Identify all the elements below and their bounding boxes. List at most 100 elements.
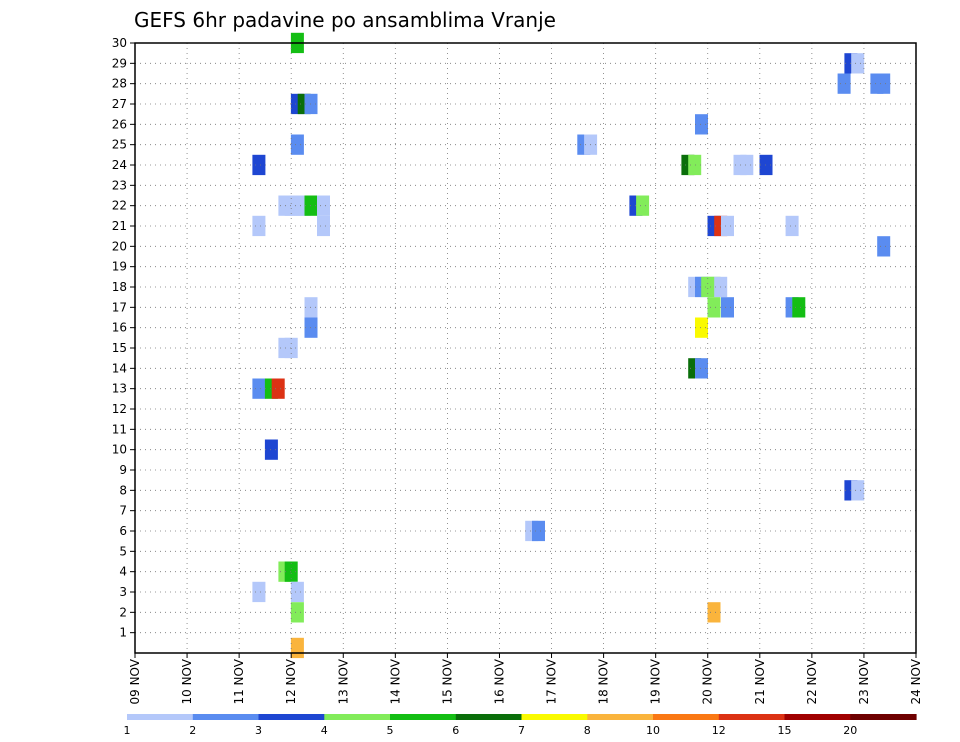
colorbar-label: 20 [843,724,857,737]
colorbar: 1 2 3 4 5 6 7 8 10 12 15 20 [124,714,917,737]
heatmap-cell [290,602,304,623]
colorbar-swatch [587,714,654,720]
heatmap-cell [284,561,298,582]
colorbar-swatch [390,714,457,720]
x-tick-label: 19 NOV [649,658,663,704]
y-tick-label: 24 [112,158,127,172]
y-tick-label: 1 [119,626,127,640]
y-tick-label: 15 [112,341,127,355]
y-tick-label: 16 [112,321,127,335]
colorbar-swatch [455,714,523,720]
colorbar-label: 3 [255,724,262,737]
colorbar-swatch [718,714,786,720]
heatmap-cell [290,637,304,659]
heatmap-cell [837,73,851,94]
heatmap-cell [636,195,650,216]
heatmap-cell [532,520,545,542]
y-tick-label: 17 [112,300,127,314]
colorbar-label: 1 [124,724,131,737]
heatmap-cell [695,358,708,379]
y-tick-label: 29 [112,56,127,70]
colorbar-swatch [653,714,720,720]
heatmap-cell [877,236,891,257]
x-tick-label: 24 NOV [909,658,923,704]
x-tick-label: 12 NOV [284,658,298,704]
y-tick-label: 20 [112,239,127,253]
x-tick-label: 21 NOV [753,658,767,704]
x-tick-label: 17 NOV [545,658,559,704]
heatmap-cell [707,297,721,318]
y-tick-label: 26 [112,117,127,131]
colorbar-label: 6 [452,724,459,737]
heatmap-cell [785,215,799,237]
y-tick-label: 18 [112,280,127,294]
x-tick-label: 14 NOV [388,658,402,704]
y-tick-label: 6 [119,524,127,538]
heatmap-cell [851,480,865,501]
y-tick-label: 4 [119,565,127,579]
y-tick-label: 11 [112,422,127,436]
y-tick-label: 21 [112,219,127,233]
y-tick-label: 8 [119,483,127,497]
colorbar-swatch [192,714,260,720]
heatmap-cell [688,154,702,176]
colorbar-label: 7 [518,724,525,737]
y-axis: 1234567891011121314151617181920212223242… [112,36,135,640]
heatmap-cell [695,114,708,135]
colorbar-label: 5 [387,724,394,737]
x-tick-label: 20 NOV [701,658,715,704]
y-tick-label: 14 [112,361,127,375]
heatmap-cell [284,337,298,359]
colorbar-swatch [127,714,194,720]
colorbar-label: 4 [321,724,328,737]
heatmap-cell [252,154,266,176]
y-tick-label: 25 [112,138,127,152]
x-tick-label: 23 NOV [857,658,871,704]
x-tick-label: 10 NOV [180,658,194,704]
heatmap-cell [851,53,865,74]
y-tick-label: 3 [119,585,127,599]
y-tick-label: 13 [112,382,127,396]
y-tick-label: 5 [119,544,127,558]
colorbar-swatch [784,714,851,720]
heatmap-cell [707,602,721,623]
heatmap-cell [721,297,734,318]
heatmap-cell [721,215,734,237]
colorbar-label: 15 [778,724,792,737]
colorbar-swatch [521,714,588,720]
y-tick-label: 10 [112,443,127,457]
heatmap-cell [271,378,285,399]
y-tick-label: 9 [119,463,127,477]
x-tick-label: 18 NOV [597,658,611,704]
heatmap-cell [252,581,266,603]
x-tick-label: 11 NOV [232,658,246,704]
heatmap-cell [740,154,754,176]
heatmap-cell [695,317,708,338]
y-tick-label: 12 [112,402,127,416]
y-tick-label: 27 [112,97,127,111]
colorbar-label: 2 [189,724,196,737]
colorbar-swatch [258,714,325,720]
x-tick-label: 09 NOV [128,658,142,704]
y-tick-label: 28 [112,77,127,91]
heatmap-cell [317,215,330,237]
grid [135,43,916,653]
y-tick-label: 2 [119,605,127,619]
heatmap-cell [252,215,266,237]
heatmap-cell [252,378,266,399]
heatmap-cell [290,581,304,603]
heatmap-cell [290,134,304,155]
heatmap-cell [264,439,278,460]
x-tick-label: 16 NOV [492,658,506,704]
colorbar-label: 10 [646,724,660,737]
y-tick-label: 19 [112,260,127,274]
colorbar-swatch [850,714,917,720]
y-tick-label: 23 [112,178,127,192]
colorbar-swatch [324,714,391,720]
data-cells [252,32,891,659]
x-tick-label: 22 NOV [805,658,819,704]
colorbar-label: 8 [584,724,591,737]
heatmap-cell [317,195,330,216]
colorbar-label: 12 [712,724,726,737]
